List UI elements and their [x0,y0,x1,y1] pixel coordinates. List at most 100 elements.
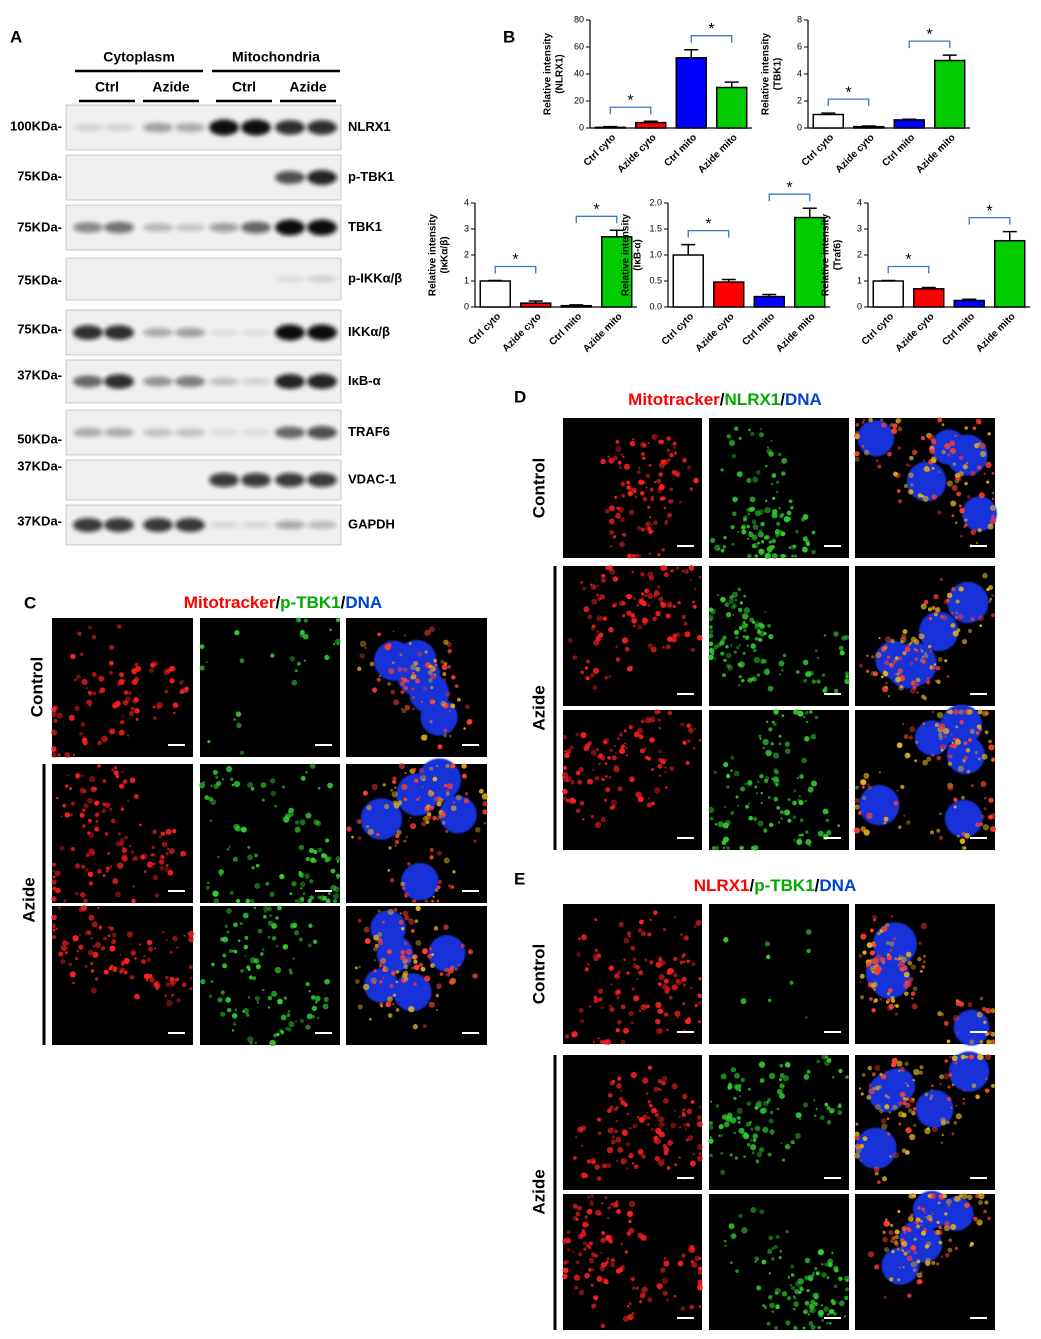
signal-dot [781,714,785,718]
signal-dot [131,898,136,904]
signal-dot [577,779,583,785]
signal-dot [317,895,321,899]
signal-dot [79,731,84,736]
signal-dot [977,1053,984,1061]
signal-dot [913,1123,917,1127]
title-part: Mitotracker [628,390,720,409]
signal-dot [720,1073,727,1080]
signal-dot [68,962,73,967]
signal-dot [393,908,398,912]
signal-dot [608,565,614,571]
signal-dot [334,638,342,645]
signal-dot [671,1083,678,1090]
signal-dot [226,1007,232,1013]
signal-dot [872,981,878,988]
signal-dot [408,1005,415,1013]
signal-dot [171,828,177,834]
signal-dot [737,1116,741,1120]
signal-dot [62,940,68,946]
signal-dot [632,438,635,441]
signal-dot [955,1104,958,1107]
signal-dot [593,1295,599,1301]
signal-dot [815,1108,818,1111]
signal-dot [98,926,102,930]
signal-dot [269,778,276,784]
group-header: Mitochondria [232,49,320,65]
signal-dot [826,830,832,836]
signal-dot [785,1229,790,1234]
signal-dot [681,570,685,573]
signal-dot [682,1108,686,1112]
signal-dot [621,493,625,498]
signal-dot [760,801,763,805]
signal-dot [891,428,898,435]
signal-dot [758,734,762,738]
signal-dot [355,966,358,970]
signal-dot [394,844,397,847]
signal-dot [133,697,139,703]
signal-dot [868,1088,875,1095]
signal-dot [975,822,980,827]
signal-dot [481,793,489,800]
signal-dot [226,930,230,934]
signal-dot [427,790,434,797]
signal-dot [714,544,721,551]
signal-dot [629,1127,632,1130]
y-axis-label: (Traf6) [833,240,844,271]
signal-dot [755,1102,762,1109]
signal-dot [119,841,125,847]
title-part: / [720,390,725,409]
signal-dot [576,952,581,957]
signal-dot [897,426,903,432]
signal-dot [244,935,249,940]
signal-dot [984,730,989,735]
signal-dot [422,686,428,691]
signal-dot [311,1014,316,1019]
signal-dot [596,630,599,634]
signal-dot [693,477,699,484]
signal-dot [989,517,997,525]
signal-dot [631,570,635,574]
signal-dot [937,656,943,662]
signal-dot [620,1100,626,1106]
signal-dot [860,826,867,832]
signal-dot [119,783,125,789]
signal-dot [110,818,116,824]
bar [672,254,704,308]
signal-dot [817,1251,821,1255]
title-part: DNA [785,390,822,409]
signal-dot [931,467,935,470]
signal-dot [767,623,771,628]
signal-dot [906,820,911,825]
signal-dot [732,496,738,503]
signal-dot [205,885,210,890]
signal-dot [676,1016,679,1019]
signal-dot [156,701,163,709]
signal-dot [769,822,774,827]
signal-dot [922,459,926,462]
signal-dot [924,1215,928,1219]
signal-dot [152,862,156,866]
signal-dot [919,1223,923,1227]
signal-dot [133,794,139,799]
signal-dot [739,845,744,851]
signal-dot [656,478,662,484]
signal-dot [64,951,68,955]
y-tick-label: 40 [574,68,584,78]
signal-dot [886,954,893,961]
signal-dot [226,848,230,851]
signal-dot [180,850,187,857]
signal-dot [637,928,642,933]
signal-dot [890,998,896,1003]
micrograph-bg [200,618,340,757]
signal-dot [577,1126,584,1133]
signal-dot [565,798,571,803]
y-tick-label: 6 [797,41,802,51]
signal-dot [910,991,916,996]
signal-dot [747,1087,751,1091]
signal-dot [874,1264,880,1270]
signal-dot [916,1259,921,1264]
y-tick-label: 3 [464,223,469,233]
micrograph-bg [200,906,340,1045]
row-label: Azide [19,877,38,922]
